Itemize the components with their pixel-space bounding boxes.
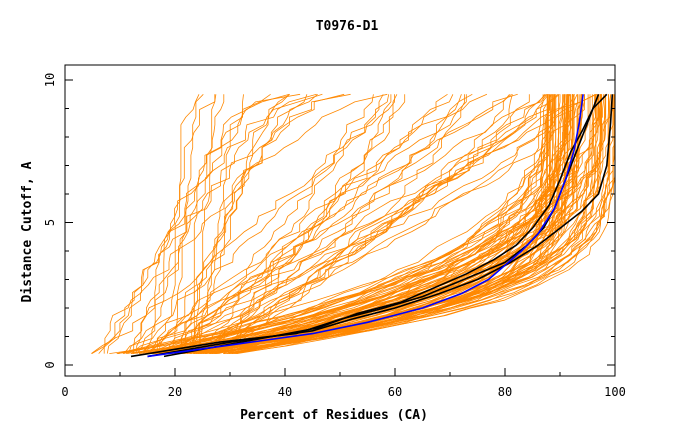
x-axis-title: Percent of Residues (CA) [240,408,428,423]
background-series-line [156,94,200,354]
background-series-line [177,94,216,354]
background-series-line [106,93,290,354]
background-series-line [203,94,530,354]
background-series-line [143,93,473,354]
background-series-line [98,94,396,354]
background-series-line [150,94,585,354]
background-series-line [174,94,454,354]
x-tick-label: 20 [168,385,182,399]
background-series-line [173,94,225,354]
background-series-line [131,94,560,354]
background-series-line [91,93,345,354]
background-series-line [180,93,290,354]
black-series-line [147,94,614,358]
chart-title: T0976-D1 [316,19,379,34]
background-series-line [175,94,549,354]
background-series-line [211,94,398,354]
background-series-line [91,93,317,354]
x-tick-label: 60 [388,385,402,399]
background-series-line [138,93,597,354]
background-series-line [166,94,591,354]
background-series-line [231,94,569,354]
background-series-line [148,94,578,354]
background-series-line [162,145,615,354]
background-series-line [140,93,271,354]
background-series-line [168,129,615,354]
background-series-line [169,93,448,354]
background-series-line [176,94,569,354]
background-series-line [150,94,549,354]
x-tick-label: 100 [604,385,626,399]
background-series-line [194,94,549,354]
background-series-line [223,94,559,354]
tick-layer: 0 20 40 60 80 100 0 5 10 [43,73,626,399]
x-tick-label: 0 [61,385,68,399]
background-series-line [153,94,557,354]
background-series-line [200,94,244,354]
background-series-line [205,94,462,354]
background-series-line [128,94,390,354]
background-series-line [160,94,544,354]
series-layer [91,93,615,358]
background-series-line [182,94,553,354]
background-series-line [164,94,593,354]
x-tick-label: 80 [498,385,512,399]
background-series-line [209,93,596,354]
y-tick-label: 0 [43,361,57,368]
background-series-line [103,93,388,354]
y-tick-label: 10 [43,73,57,87]
background-series-line [208,93,518,354]
y-tick-label: 5 [43,219,57,226]
background-series-line [147,94,548,354]
background-series-line [139,94,599,354]
background-series-line [158,94,555,354]
background-series-line [235,94,573,354]
background-series-line [170,94,374,354]
background-series-line [136,94,217,354]
background-series-line [214,94,546,354]
blue-series-line [147,94,584,358]
y-axis-title: Distance Cutoff, A [20,161,35,302]
background-series-line [177,94,571,354]
background-series-line [197,94,384,354]
background-series-line [169,93,488,354]
background-series-line [136,93,301,354]
background-series-line [228,94,556,354]
background-series-line [159,93,318,354]
background-series-line [130,94,571,354]
background-series-line [229,94,584,354]
background-series-line [175,94,602,354]
background-series-line [209,94,574,354]
background-series-line [144,94,547,354]
x-tick-label: 40 [278,385,292,399]
background-series-line [152,94,613,354]
plot-area [91,93,615,358]
black-series-line [130,94,600,358]
